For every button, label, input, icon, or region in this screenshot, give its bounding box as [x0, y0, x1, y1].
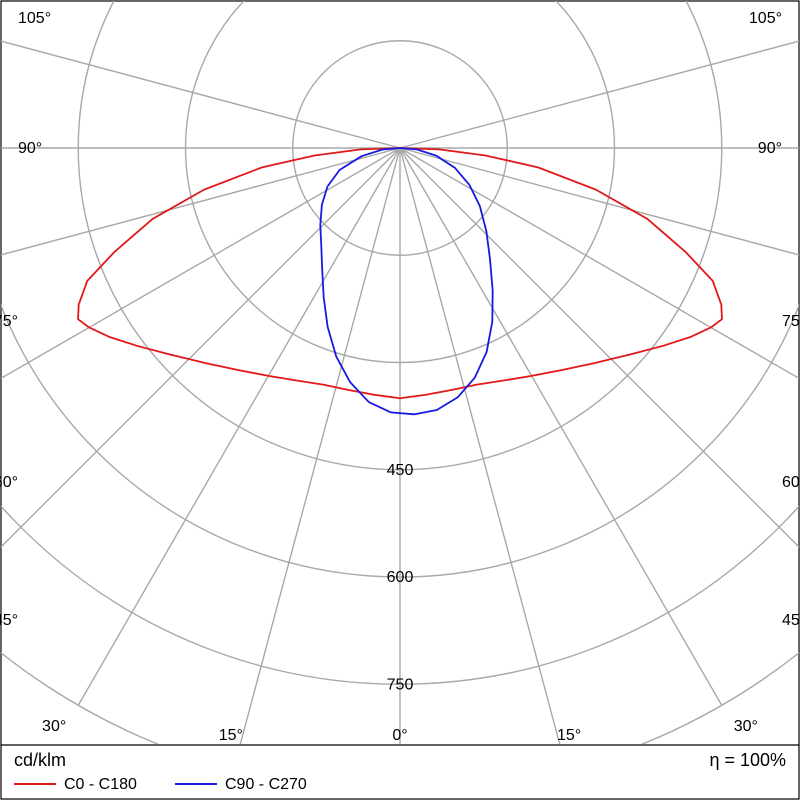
radial-label: 450: [387, 462, 414, 479]
angle-label-left: 30°: [42, 718, 66, 735]
chart-svg: 450 600 750 30° 45° 60° 75° 90° 105° 30° 45° 60° 75°…: [0, 0, 800, 800]
angle-label-left: 60°: [0, 474, 18, 491]
angle-label-right: 75°: [782, 313, 800, 330]
radial-label: 600: [387, 569, 414, 586]
angle-label-left: 75°: [0, 313, 18, 330]
legend-label: C0 - C180: [64, 776, 137, 793]
angle-label-bottom: 0°: [392, 727, 407, 744]
unit-label: cd/klm: [14, 750, 66, 770]
angle-label-right: 45°: [782, 612, 800, 629]
angle-label-left: 105°: [18, 10, 51, 27]
polar-chart: 450 600 750 30° 45° 60° 75° 90° 105° 30° 45° 60° 75°…: [0, 0, 800, 800]
angle-label-right: 60°: [782, 474, 800, 491]
radial-label: 750: [387, 676, 414, 693]
angle-label-left: 90°: [18, 140, 42, 157]
angle-label-15l: 15°: [219, 727, 243, 744]
angle-label-15r: 15°: [557, 727, 581, 744]
angle-label-right: 90°: [758, 140, 782, 157]
angle-label-right: 105°: [749, 10, 782, 27]
angle-label-right: 30°: [734, 718, 758, 735]
efficiency-label: η = 100%: [709, 750, 786, 770]
angle-label-left: 45°: [0, 612, 18, 629]
legend-label: C90 - C270: [225, 776, 307, 793]
